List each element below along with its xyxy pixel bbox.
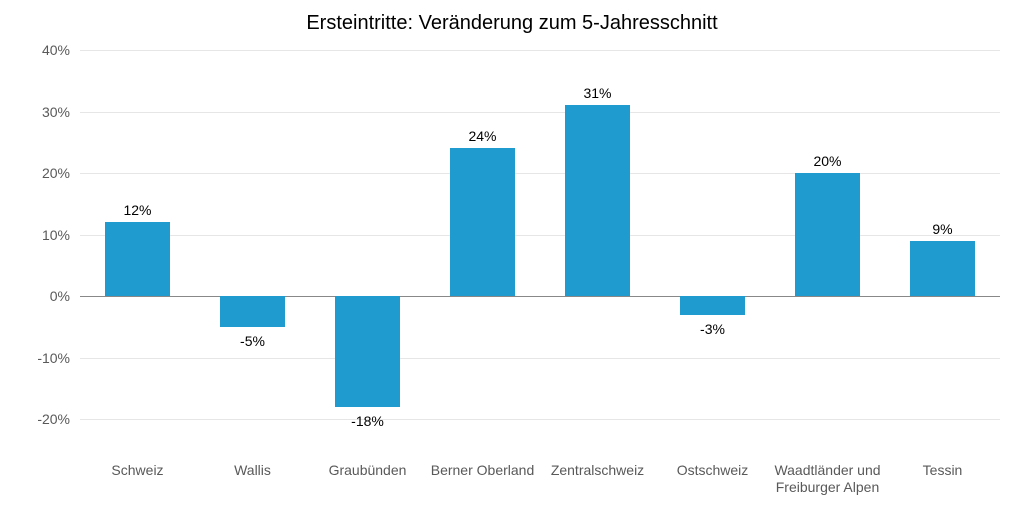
bar-value-label: -18% [351,413,384,429]
zero-axis [80,296,1000,297]
bar-value-label: 12% [123,202,151,218]
bar [680,296,744,314]
gridline [80,358,1000,359]
x-axis-label: Graubünden [310,462,425,479]
gridline [80,419,1000,420]
bar [450,148,514,296]
y-axis-label: -10% [37,350,80,366]
y-axis-label: 10% [42,227,80,243]
gridline [80,235,1000,236]
gridline [80,112,1000,113]
y-axis-label: 30% [42,104,80,120]
chart-container: Ersteintritte: Veränderung zum 5-Jahress… [0,0,1024,521]
bar [105,222,169,296]
x-axis-label: Waadtländer undFreiburger Alpen [770,462,885,496]
gridline [80,50,1000,51]
x-axis-label: Berner Oberland [425,462,540,479]
bar [335,296,399,407]
y-axis-label: 20% [42,165,80,181]
y-axis-label: 40% [42,42,80,58]
bar-value-label: -3% [700,321,725,337]
bar [220,296,284,327]
plot-area: -20%-10%0%10%20%30%40%12%Schweiz-5%Walli… [80,50,1000,450]
bar-value-label: 9% [932,221,952,237]
x-axis-label: Zentralschweiz [540,462,655,479]
bar-value-label: 24% [468,128,496,144]
x-axis-label: Tessin [885,462,1000,479]
y-axis-label: 0% [50,288,80,304]
bar-value-label: -5% [240,333,265,349]
x-axis-label: Wallis [195,462,310,479]
bar-value-label: 20% [813,153,841,169]
gridline [80,173,1000,174]
bar [795,173,859,296]
x-axis-label: Ostschweiz [655,462,770,479]
bar-value-label: 31% [583,85,611,101]
bar [565,105,629,296]
bar [910,241,974,296]
x-axis-label: Schweiz [80,462,195,479]
chart-title: Ersteintritte: Veränderung zum 5-Jahress… [0,12,1024,35]
y-axis-label: -20% [37,411,80,427]
